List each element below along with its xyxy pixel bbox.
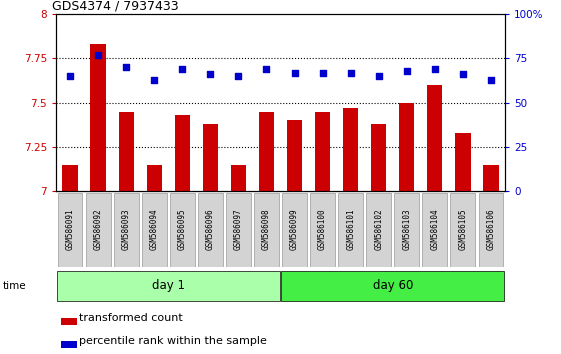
Point [178, 66, 187, 72]
Text: GSM586101: GSM586101 [346, 209, 355, 250]
Point [486, 77, 495, 82]
Point [206, 72, 215, 77]
FancyBboxPatch shape [366, 193, 391, 267]
Point [234, 73, 243, 79]
Text: GSM586091: GSM586091 [66, 209, 75, 250]
Bar [371, 124, 387, 191]
Bar [427, 85, 443, 191]
Text: transformed count: transformed count [79, 313, 182, 323]
Point [430, 66, 439, 72]
FancyBboxPatch shape [58, 193, 82, 267]
Bar [343, 108, 358, 191]
Point [122, 64, 131, 70]
FancyBboxPatch shape [254, 193, 279, 267]
FancyBboxPatch shape [338, 193, 363, 267]
FancyBboxPatch shape [394, 193, 419, 267]
FancyBboxPatch shape [450, 193, 475, 267]
Point [458, 72, 467, 77]
Bar [287, 120, 302, 191]
Bar [62, 165, 78, 191]
FancyBboxPatch shape [170, 193, 195, 267]
Bar [118, 112, 134, 191]
Bar [174, 115, 190, 191]
FancyBboxPatch shape [57, 272, 280, 301]
Bar [259, 112, 274, 191]
FancyBboxPatch shape [114, 193, 139, 267]
Text: GSM586099: GSM586099 [290, 209, 299, 250]
Bar [90, 44, 106, 191]
Bar [146, 165, 162, 191]
FancyBboxPatch shape [282, 193, 307, 267]
Bar [61, 318, 77, 325]
Text: day 1: day 1 [152, 279, 185, 292]
Point [94, 52, 103, 58]
FancyBboxPatch shape [86, 193, 111, 267]
Bar [315, 112, 330, 191]
Text: GSM586094: GSM586094 [150, 209, 159, 250]
Text: GSM586100: GSM586100 [318, 209, 327, 250]
Point [374, 73, 383, 79]
Point [290, 70, 299, 75]
Text: GSM586097: GSM586097 [234, 209, 243, 250]
Text: GDS4374 / 7937433: GDS4374 / 7937433 [52, 0, 178, 13]
Point [402, 68, 411, 74]
Text: GSM586102: GSM586102 [374, 209, 383, 250]
Bar [455, 133, 471, 191]
Text: GSM586103: GSM586103 [402, 209, 411, 250]
Text: GSM586105: GSM586105 [458, 209, 467, 250]
Point [150, 77, 159, 82]
Bar [203, 124, 218, 191]
Text: GSM586096: GSM586096 [206, 209, 215, 250]
Point [66, 73, 75, 79]
Text: GSM586098: GSM586098 [262, 209, 271, 250]
Text: GSM586093: GSM586093 [122, 209, 131, 250]
Point [346, 70, 355, 75]
Text: percentile rank within the sample: percentile rank within the sample [79, 336, 266, 346]
Text: day 60: day 60 [373, 279, 413, 292]
FancyBboxPatch shape [142, 193, 167, 267]
FancyBboxPatch shape [281, 272, 504, 301]
Text: GSM586095: GSM586095 [178, 209, 187, 250]
FancyBboxPatch shape [226, 193, 251, 267]
FancyBboxPatch shape [310, 193, 335, 267]
Point [318, 70, 327, 75]
Bar [231, 165, 246, 191]
Text: GSM586106: GSM586106 [486, 209, 495, 250]
Bar [399, 103, 415, 191]
Bar [483, 165, 499, 191]
FancyBboxPatch shape [479, 193, 503, 267]
Text: GSM586092: GSM586092 [94, 209, 103, 250]
FancyBboxPatch shape [198, 193, 223, 267]
Text: time: time [3, 281, 26, 291]
Text: GSM586104: GSM586104 [430, 209, 439, 250]
FancyBboxPatch shape [422, 193, 447, 267]
Bar [61, 341, 77, 348]
Point [262, 66, 271, 72]
